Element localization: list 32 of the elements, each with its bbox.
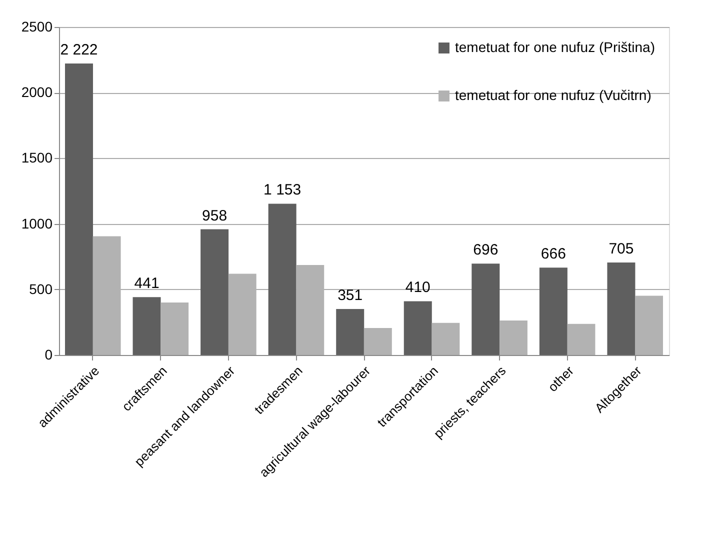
bar bbox=[64, 63, 93, 355]
data-label: 666 bbox=[540, 246, 566, 263]
data-label: 958 bbox=[202, 207, 228, 224]
bar bbox=[132, 297, 161, 355]
bar bbox=[472, 264, 500, 355]
y-tick-label: 2500 bbox=[21, 18, 53, 34]
data-label: 441 bbox=[134, 275, 160, 292]
legend-label: temetuat for one nufuz (Priština) bbox=[455, 39, 655, 55]
bar bbox=[607, 262, 636, 355]
bar bbox=[539, 268, 568, 355]
bar bbox=[160, 302, 189, 355]
data-label: 2 222 bbox=[60, 41, 98, 58]
bar bbox=[200, 229, 229, 355]
y-tick-label: 1000 bbox=[21, 215, 53, 232]
legend-label: temetuat for one nufuz (Vučitrn) bbox=[455, 87, 652, 103]
bar bbox=[567, 324, 596, 355]
y-tick-label: 0 bbox=[44, 346, 53, 362]
y-tick-label: 2000 bbox=[21, 84, 53, 100]
bar bbox=[336, 308, 364, 355]
data-label: 696 bbox=[473, 242, 498, 259]
bar bbox=[268, 204, 296, 355]
data-label: 351 bbox=[338, 286, 363, 304]
data-label: 1 153 bbox=[264, 182, 302, 199]
data-label: 410 bbox=[405, 279, 430, 296]
bar bbox=[404, 301, 432, 355]
y-tick-label: 1500 bbox=[21, 150, 53, 166]
bar bbox=[499, 320, 528, 355]
bar bbox=[432, 322, 460, 355]
y-tick-label: 500 bbox=[29, 280, 53, 297]
data-label: 705 bbox=[608, 240, 634, 258]
bar bbox=[364, 328, 392, 355]
bar bbox=[635, 296, 664, 355]
